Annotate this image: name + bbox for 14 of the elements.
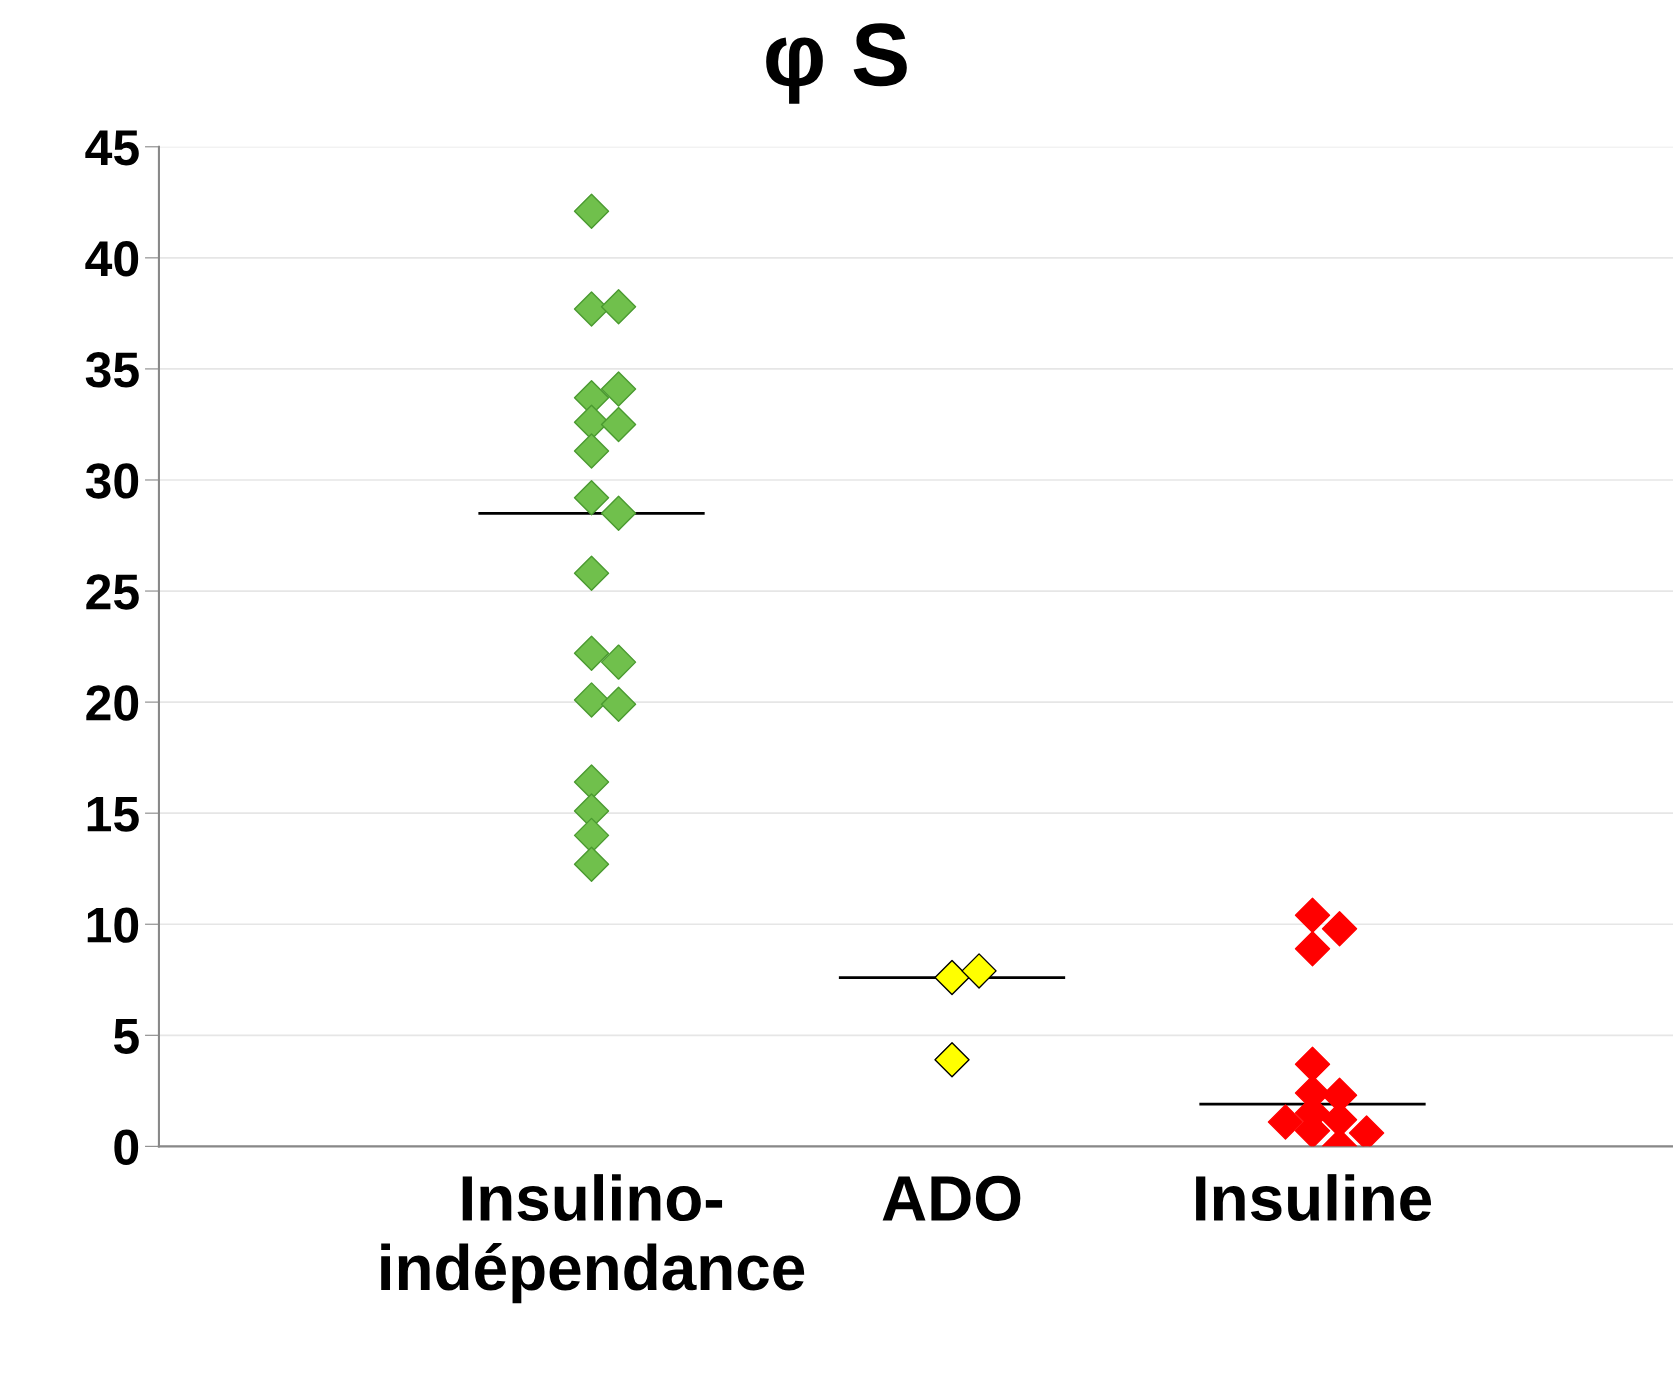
x-tick-label: Insulino- indépendance <box>381 1174 805 1304</box>
x-tick-label: ADO <box>882 1175 1021 1222</box>
y-tick-label: 25 <box>86 574 139 610</box>
y-tick-label: 45 <box>85 130 139 166</box>
y-tick-label: 30 <box>85 463 139 499</box>
y-tick-label: 15 <box>87 796 139 832</box>
y-tick-label: 40 <box>85 241 139 277</box>
y-tick-label: 35 <box>85 352 139 388</box>
x-tick-label: Insuline <box>1196 1174 1432 1222</box>
y-tick-label: 20 <box>86 685 139 721</box>
y-tick-label: 5 <box>113 1019 139 1054</box>
y-tick-label: 0 <box>114 1129 139 1165</box>
y-tick-label: 10 <box>87 907 139 943</box>
chart-title: φ S <box>766 23 907 104</box>
